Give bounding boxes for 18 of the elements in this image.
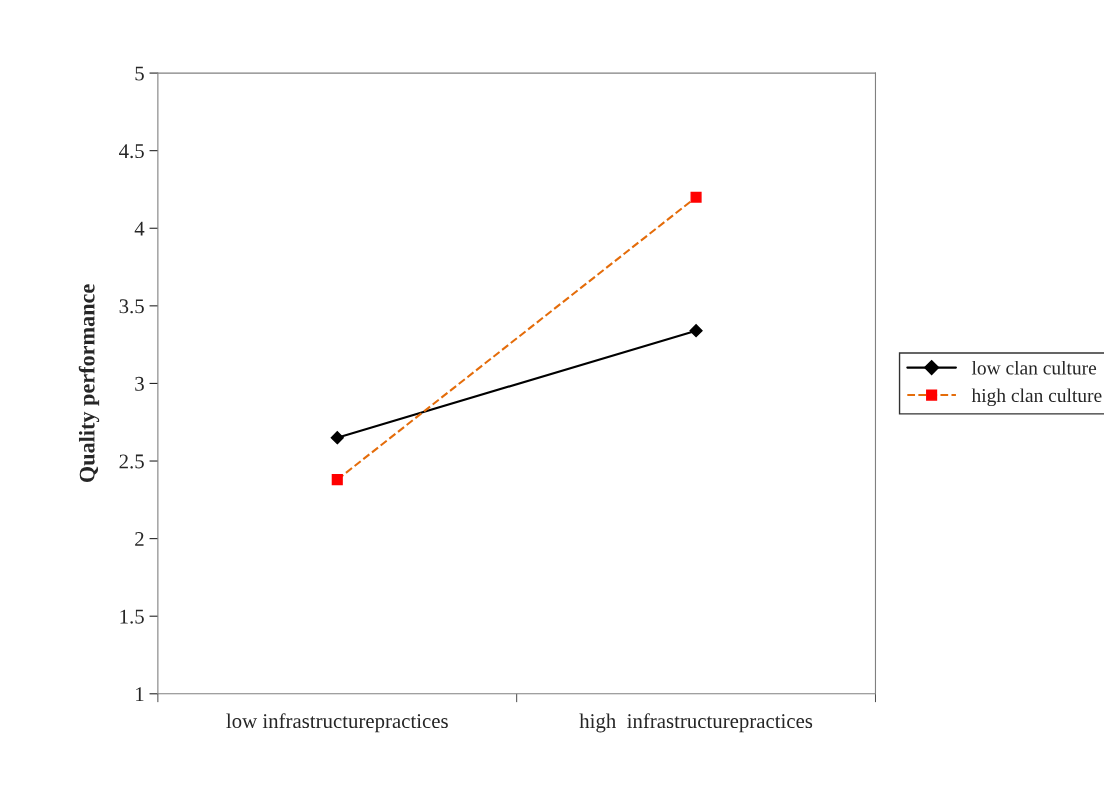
x-tick-label: low infrastructurepractices	[226, 713, 448, 733]
y-tick-label: 4.5	[119, 144, 144, 159]
y-tick-label: 2.5	[119, 454, 144, 469]
y-tick-label: 5	[135, 66, 144, 81]
y-tick-label: 1	[136, 687, 144, 702]
y-tick-label: 2	[135, 532, 144, 546]
legend-label: low clan culture	[971, 360, 1097, 375]
legend-label: high clan culture	[971, 388, 1102, 407]
y-tick-label: 1.5	[120, 609, 144, 624]
point	[330, 431, 344, 445]
point	[689, 324, 703, 338]
y-tick-label: 3.5	[119, 299, 144, 314]
y-axis-title: Quality performance	[78, 284, 100, 483]
y-tick-label: 3	[135, 376, 144, 391]
point	[331, 474, 343, 486]
y-tick-label: 4	[134, 221, 145, 236]
point	[690, 191, 702, 203]
x-tick-label: high infrastructurepractices	[579, 713, 813, 733]
